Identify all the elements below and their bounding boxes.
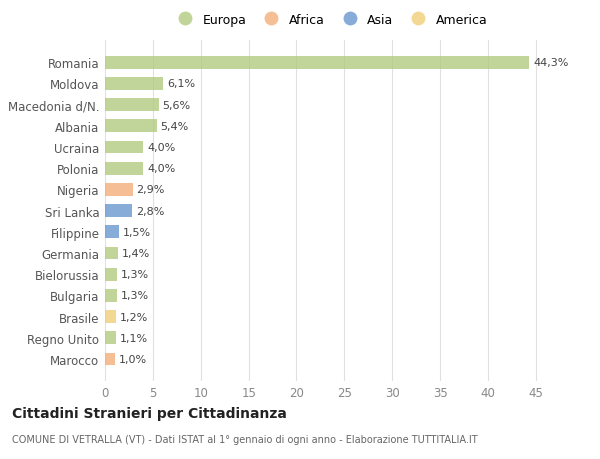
Bar: [105, 289, 118, 302]
Text: 5,4%: 5,4%: [161, 122, 189, 132]
Bar: [105, 332, 116, 344]
Text: Cittadini Stranieri per Cittadinanza: Cittadini Stranieri per Cittadinanza: [12, 406, 287, 420]
Bar: [105, 120, 157, 133]
Bar: [105, 311, 116, 323]
Text: COMUNE DI VETRALLA (VT) - Dati ISTAT al 1° gennaio di ogni anno - Elaborazione T: COMUNE DI VETRALLA (VT) - Dati ISTAT al …: [12, 434, 478, 444]
Bar: [105, 162, 143, 175]
Bar: [105, 184, 133, 196]
Text: 1,1%: 1,1%: [119, 333, 148, 343]
Bar: [105, 205, 132, 218]
Text: 1,0%: 1,0%: [118, 354, 146, 364]
Text: 6,1%: 6,1%: [167, 79, 196, 89]
Text: 1,2%: 1,2%: [121, 312, 149, 322]
Bar: [105, 226, 119, 239]
Text: 1,4%: 1,4%: [122, 248, 151, 258]
Legend: Europa, Africa, Asia, America: Europa, Africa, Asia, America: [172, 14, 488, 27]
Bar: [105, 99, 158, 112]
Text: 4,0%: 4,0%: [147, 143, 175, 153]
Text: 1,3%: 1,3%: [121, 269, 149, 280]
Bar: [105, 268, 118, 281]
Text: 2,8%: 2,8%: [136, 206, 164, 216]
Bar: [105, 78, 163, 90]
Text: 1,5%: 1,5%: [123, 227, 151, 237]
Text: 1,3%: 1,3%: [121, 291, 149, 301]
Bar: [105, 353, 115, 365]
Bar: [105, 57, 529, 69]
Text: 44,3%: 44,3%: [533, 58, 568, 68]
Bar: [105, 247, 118, 260]
Text: 2,9%: 2,9%: [137, 185, 165, 195]
Text: 4,0%: 4,0%: [147, 164, 175, 174]
Text: 5,6%: 5,6%: [163, 101, 191, 110]
Bar: [105, 141, 143, 154]
